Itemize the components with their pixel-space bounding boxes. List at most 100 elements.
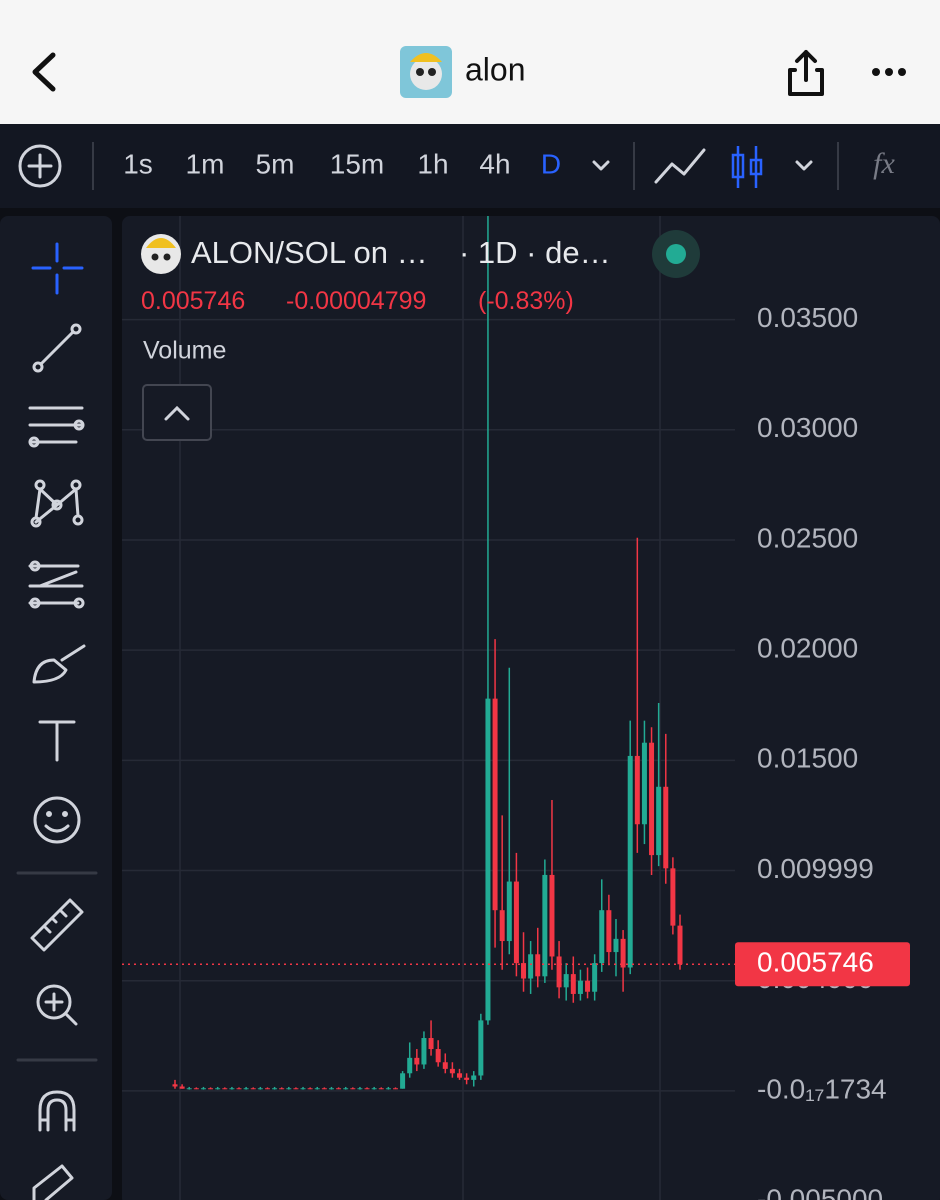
y-tick-label: -0.005000 [757, 1183, 883, 1200]
candle-body [627, 755, 633, 968]
projection-tool[interactable] [28, 560, 85, 609]
candle-body [208, 1088, 214, 1090]
candle-body [499, 910, 505, 942]
crosshair-tool[interactable] [31, 242, 84, 295]
ruler-tool[interactable] [30, 898, 84, 952]
candle-body [634, 755, 640, 825]
more-button[interactable] [872, 68, 906, 76]
interval-button[interactable]: 1h [417, 148, 448, 179]
fib-tool[interactable] [28, 406, 85, 448]
candle [314, 1086, 320, 1090]
candle-body [492, 698, 498, 911]
trend-line-tool[interactable] [32, 323, 82, 373]
candle [321, 1087, 327, 1090]
back-button[interactable] [32, 52, 56, 92]
candle [535, 927, 541, 988]
y-tick-label: 0.03500 [757, 302, 858, 333]
candle-body [229, 1088, 235, 1090]
candle-body [200, 1088, 206, 1090]
candle [336, 1087, 342, 1090]
candle-body [371, 1088, 377, 1090]
candle-body [264, 1088, 270, 1090]
candle [627, 720, 633, 975]
candle-body [442, 1062, 448, 1069]
candle-body [513, 881, 519, 964]
interval-button[interactable]: D [541, 148, 561, 179]
interval-button[interactable]: 1s [123, 148, 153, 179]
candle [172, 1079, 178, 1089]
candle [449, 1062, 455, 1078]
candle-body [407, 1057, 413, 1074]
brush-tool[interactable] [32, 644, 86, 684]
candle-body [528, 954, 534, 979]
candle-body [641, 742, 647, 825]
zoom-tool[interactable] [36, 984, 78, 1026]
candle-body [549, 874, 555, 957]
candle-body [563, 974, 569, 988]
candle-body [314, 1088, 320, 1090]
candle-chart-button[interactable] [731, 146, 763, 188]
y-tick-label: -0.0₁₇1734 [757, 1073, 887, 1104]
candle-body [649, 742, 655, 856]
candle [556, 941, 562, 999]
candle [293, 1087, 299, 1090]
candle [215, 1086, 221, 1090]
candle-body [428, 1038, 434, 1050]
candle [592, 954, 598, 1001]
candle-body [364, 1088, 370, 1090]
candle-body [592, 963, 598, 992]
collapse-button[interactable] [142, 384, 212, 441]
candle-body [542, 874, 548, 977]
candle-body [421, 1038, 427, 1065]
fx-button[interactable]: fx [873, 147, 895, 180]
share-button[interactable] [788, 50, 824, 96]
candle-body [656, 786, 662, 856]
candle-body [350, 1088, 356, 1090]
candle [599, 879, 605, 972]
candle [585, 967, 591, 999]
candle [513, 852, 519, 977]
pattern-tool[interactable] [30, 479, 84, 528]
drawing-toolbar [0, 216, 112, 1200]
candle-body [663, 786, 669, 869]
candle-body [343, 1088, 349, 1090]
interval-dropdown[interactable] [592, 160, 610, 171]
candle-body [300, 1088, 306, 1090]
interval-button[interactable]: 5m [256, 148, 295, 179]
magnet-tool[interactable] [38, 1090, 76, 1132]
candle-body [670, 868, 676, 926]
candle-body [328, 1088, 334, 1090]
interval-button[interactable]: 4h [479, 148, 510, 179]
candle [264, 1087, 270, 1090]
candle [328, 1086, 334, 1090]
indicator-label: Volume [143, 337, 226, 365]
candle [286, 1086, 292, 1090]
emoji-tool[interactable] [33, 796, 81, 844]
candle [428, 1020, 434, 1056]
status-dot [666, 244, 686, 264]
interval-button[interactable]: 1m [186, 148, 225, 179]
candle [634, 537, 640, 853]
y-tick-label: 0.01500 [757, 743, 858, 774]
add-indicator-button[interactable] [18, 144, 62, 188]
candle [492, 639, 498, 948]
candle [343, 1086, 349, 1090]
candle [641, 720, 647, 845]
candle-body [321, 1088, 327, 1090]
candle [407, 1042, 413, 1078]
line-chart-button[interactable] [654, 148, 706, 184]
text-tool[interactable] [38, 720, 76, 762]
candle [677, 914, 683, 970]
lock-tool[interactable] [32, 1164, 74, 1200]
candle [442, 1053, 448, 1074]
readout-percent: (-0.83%) [478, 287, 574, 315]
candle-body [250, 1088, 256, 1090]
interval-button[interactable]: 15m [330, 148, 384, 179]
candle-body [385, 1088, 391, 1090]
candle-body [435, 1049, 441, 1063]
chart-type-dropdown[interactable] [795, 160, 813, 171]
candle-body [336, 1088, 342, 1090]
candle-body [613, 938, 619, 953]
candle-body [243, 1088, 249, 1090]
